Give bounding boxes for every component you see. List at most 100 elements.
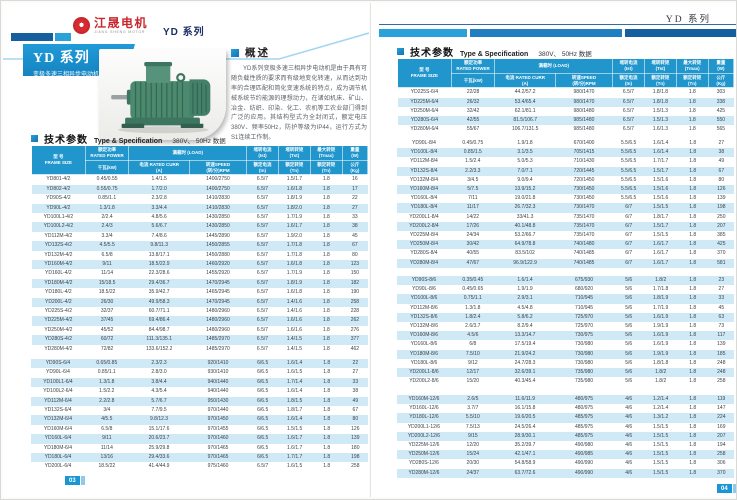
frame-size-cell: YD100L-8/6 bbox=[410, 295, 438, 302]
brand-text: 江晟电机 JIANG SHENG MOTOR bbox=[94, 17, 148, 34]
spec-params-heading-right: 技术参数 Type & Specification 380V、 50Hz 数据 bbox=[397, 44, 592, 59]
value-cell: 730/1450 bbox=[573, 195, 595, 202]
col-header-rated-torque-1: 额定转矩 (Tn) bbox=[643, 72, 677, 89]
header-rule bbox=[379, 24, 736, 25]
value-cell: 4.5/4.8 bbox=[517, 304, 533, 311]
value-cell: 490/990 bbox=[574, 460, 594, 467]
value-cell: 1.8 bbox=[689, 195, 697, 202]
value-cell: 1.6/1.4 bbox=[287, 360, 303, 366]
spec-rows-12-6: YD160M-12/6 2.6/5 11.6/11.9 480/975 4/6 1.2/1… bbox=[397, 395, 734, 478]
value-cell: 6.5/7 bbox=[256, 279, 269, 286]
frame-size-cell: YD200L1-8/4 bbox=[409, 213, 439, 220]
value-cell: 5.7/6.7 bbox=[151, 397, 167, 404]
brand-name: 江晟电机 bbox=[94, 16, 149, 30]
value-cell: 1.8 bbox=[323, 416, 331, 423]
table-row: YD200L1-8/6 12/17 32.6/39.1 735/980 5/6 1.8/2… bbox=[397, 368, 734, 378]
value-cell: 6.5/8 bbox=[101, 251, 113, 258]
value-cell: 480/975 bbox=[574, 396, 594, 402]
value-cell: 45/52 bbox=[100, 326, 114, 333]
value-cell: 67 bbox=[352, 407, 359, 414]
value-cell: 15.1/17.6 bbox=[148, 425, 170, 432]
value-cell: 1.6/1.8 bbox=[286, 289, 303, 296]
table-row: YD225M-12/6 12/20 35.2/39.7 490/980 4/6 1.5/1… bbox=[397, 441, 734, 450]
value-cell: 5.5/6.5 bbox=[621, 149, 637, 156]
frame-size-cell: YD112M-6/4 bbox=[44, 397, 72, 404]
value-cell: 1.8 bbox=[322, 261, 330, 268]
spec-rows-8-4: YD90L-8/4 0.45/0.75 1.9/1.8 670/1400 5.5/6.5… bbox=[397, 139, 734, 268]
value-cell: 740/1485 bbox=[573, 259, 595, 266]
value-cell: 985/1480 bbox=[573, 126, 595, 133]
value-cell: 1.4/1.6 bbox=[286, 298, 303, 305]
value-cell: 24/37 bbox=[466, 469, 480, 476]
value-cell: 1.8/2 bbox=[655, 378, 667, 385]
value-cell: 338 bbox=[716, 98, 726, 105]
table-row: YD250M-6/4 32/42 62.1/81.1 980/1480 6.5/7 1.5… bbox=[398, 107, 734, 116]
col-header-rated-torque-1: 额定转矩 (Tn) bbox=[277, 159, 311, 176]
value-cell: 69.4/86.4 bbox=[148, 317, 170, 324]
page-subtitle: 变极多速三相异步电动机 bbox=[33, 72, 100, 78]
col-header-speed: 转速SPEED (转/分)RPM bbox=[554, 72, 614, 89]
col-header-speed: 转速SPEED (转/分)RPM bbox=[188, 159, 248, 176]
spec-params-heading-left: 技术参数 Type & Specification 380V、 50Hz 数据 bbox=[31, 131, 226, 146]
spec-rows-6-4: YD90S-6/4 0.65/0.85 2.3/2.3 920/1410 6/6.5 1.… bbox=[31, 359, 368, 472]
value-cell: 720/1445 bbox=[573, 167, 595, 174]
table-row: YD225M-4/2 37/45 69.4/86.4 1480/2960 6.5/7 1.… bbox=[31, 316, 368, 326]
value-cell: 1.8 bbox=[689, 332, 697, 339]
value-cell: 80 bbox=[352, 251, 358, 258]
col-header-stall-current: 堵转电流 (Ist) bbox=[612, 58, 645, 74]
col-header-rated-power: 额定功率 RATED POWER bbox=[450, 58, 496, 74]
table-row: YD225M-6/4 26/32 53.4/65.4 980/1470 6.5/7 1.8… bbox=[397, 97, 734, 107]
value-cell: 41.4/44.9 bbox=[148, 463, 170, 470]
table-row: YD200L2-8/6 15/20 40.3/45.4 735/980 5/6 1.8/2… bbox=[397, 377, 734, 386]
table-row: YD90L-8/4 0.45/0.75 1.9/1.8 670/1400 5.5/6.5… bbox=[397, 139, 734, 148]
value-cell: 1.9/1.8 bbox=[517, 140, 533, 146]
table-row: YD112M-4/2 3.3/4 7.4/8.6 1445/2890 6.5/7 1.9/… bbox=[32, 232, 368, 241]
value-cell: 3.1/3.5 bbox=[517, 149, 533, 156]
value-cell: 16.1/15.8 bbox=[514, 405, 536, 412]
table-row: YD112M-8/6 1.3/1.8 4.5/4.8 710/945 5/6 1.7/1.… bbox=[397, 304, 734, 313]
spec-table-right-1: 型 号 FRAME SIZE 额定功率 RATED POWER 满载时 (LOA… bbox=[397, 57, 735, 134]
value-cell: 1.5/1.5 bbox=[653, 232, 669, 239]
value-cell: 72/82 bbox=[100, 345, 114, 352]
value-cell: 117 bbox=[717, 332, 726, 339]
value-cell: 735/980 bbox=[574, 369, 594, 376]
header-bar-dark bbox=[11, 33, 53, 41]
value-cell: 920/1410 bbox=[207, 360, 229, 366]
frame-size-cell: YD90S-4/2 bbox=[46, 195, 71, 202]
value-cell: 1.8 bbox=[689, 241, 697, 248]
col-header-rated-current: 额定电流 (In) bbox=[612, 72, 645, 89]
value-cell: 735/1470 bbox=[573, 232, 595, 239]
value-cell: 1.6/1.3 bbox=[652, 126, 669, 133]
value-cell: 1.8 bbox=[689, 341, 697, 348]
value-cell: 2.3/2.8 bbox=[151, 195, 167, 202]
value-cell: 13.9/15.2 bbox=[514, 186, 536, 193]
value-cell: 730/975 bbox=[574, 332, 594, 339]
value-cell: 1.8 bbox=[322, 270, 330, 277]
value-cell: 1.8 bbox=[689, 442, 697, 449]
value-cell: 1.8 bbox=[689, 167, 697, 174]
value-cell: 1.5/2.2 bbox=[99, 388, 115, 395]
value-cell: 119 bbox=[717, 396, 726, 402]
frame-size-cell: YD200L2-8/4 bbox=[409, 222, 439, 229]
table-row: YD280S-4/2 60/72 111.3/135.1 1485/2970 6.5/7… bbox=[31, 335, 368, 345]
value-cell: 63.7/72.6 bbox=[514, 469, 536, 476]
value-cell: 62.1/81.1 bbox=[514, 107, 536, 114]
table-row: YD280S-8/4 40/55 83.5/102 740/1485 6/7 1.6/1.… bbox=[397, 249, 734, 258]
value-cell: 6.5/7 bbox=[256, 185, 269, 192]
value-cell: 5.8/6.2 bbox=[517, 313, 533, 320]
table-row: YD200L-4/2 26/30 49.9/58.3 1470/2945 6.5/7 1.… bbox=[31, 297, 368, 308]
value-cell: 7.7/9.5 bbox=[151, 407, 167, 414]
value-cell: 1.8 bbox=[322, 232, 330, 239]
table-row: YD100L1-4/2 2/2.4 4.8/5.6 1430/2850 6.5/7 1.7… bbox=[32, 213, 368, 222]
value-cell: 6.5/7 bbox=[256, 308, 269, 315]
col-header-rated-current: 额定电流 (In) bbox=[246, 159, 279, 176]
value-cell: 490/980 bbox=[574, 442, 594, 449]
value-cell: 1.9/1.9 bbox=[653, 350, 669, 357]
value-cell: 1.5/1.7 bbox=[286, 176, 303, 183]
value-cell: 1.8 bbox=[688, 116, 696, 123]
value-cell: 975/1460 bbox=[207, 463, 229, 470]
value-cell: 276 bbox=[350, 326, 360, 333]
frame-size-cell: YD132M-8/4 bbox=[409, 176, 438, 183]
value-cell: 0.85/1.5 bbox=[463, 149, 482, 156]
value-cell: 1480/2960 bbox=[206, 326, 230, 333]
